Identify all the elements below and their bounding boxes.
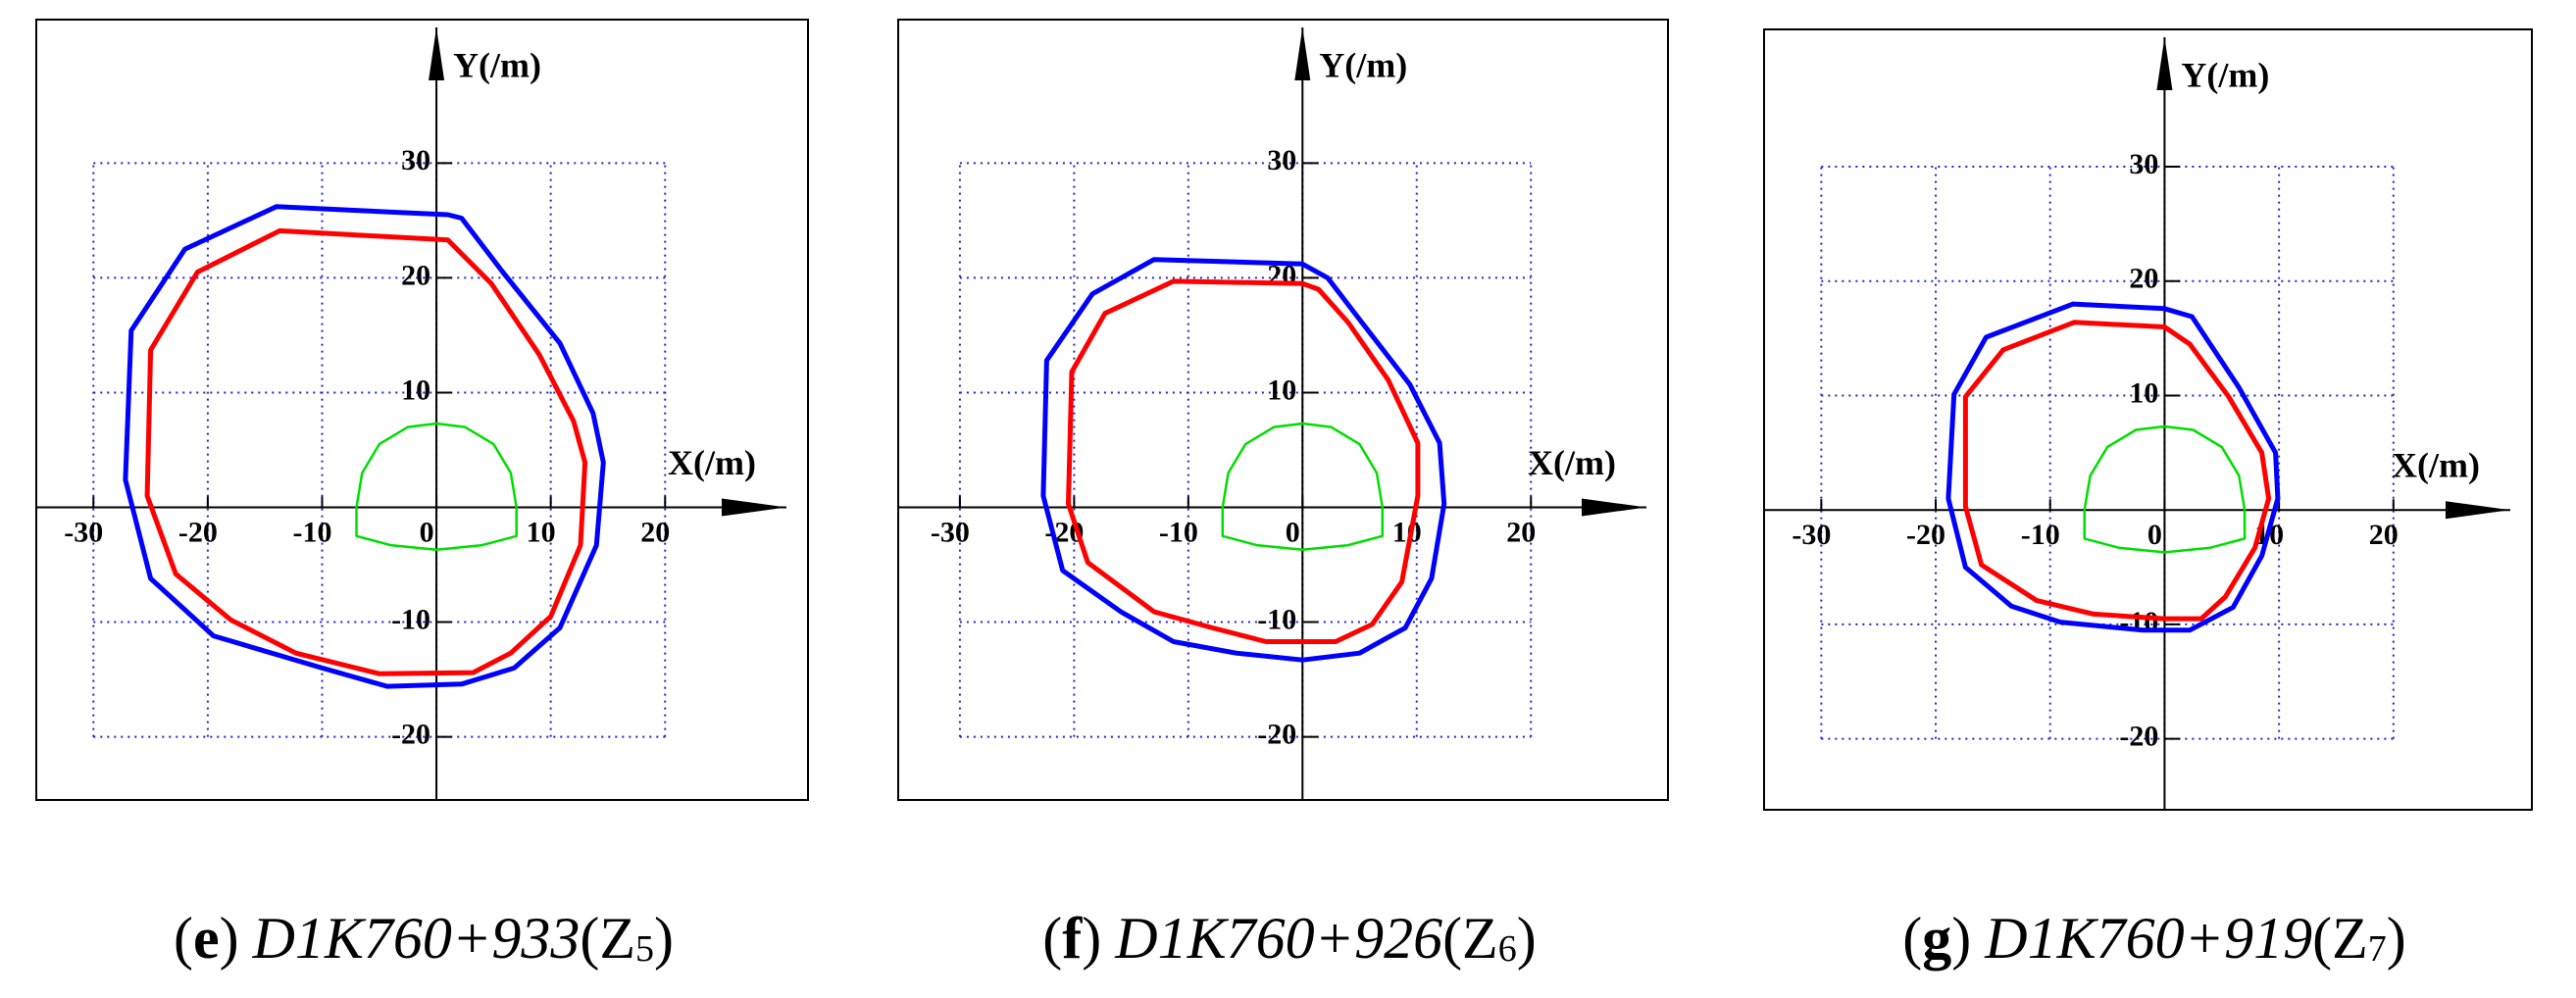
caption-part: ) (1517, 906, 1537, 971)
y-tick-label: 20 (2129, 263, 2158, 295)
x-axis-arrow (1582, 498, 1646, 517)
caption-part: ( (1902, 906, 1922, 971)
caption-part: ) (1951, 906, 1971, 971)
caption-part: D1K760+933 (252, 906, 581, 971)
x-tick-label: 0 (420, 516, 434, 548)
y-tick-label: 30 (1267, 144, 1296, 176)
caption-part: D1K760+926 (1114, 906, 1442, 971)
y-tick-label: -10 (2119, 606, 2158, 638)
curve (123, 204, 606, 689)
caption: (e) D1K760+933(Z5) (174, 906, 674, 971)
curve (1040, 257, 1447, 663)
y-axis-arrow (429, 27, 445, 80)
y-tick-label: -20 (1257, 719, 1296, 751)
x-axis-label: X(/m) (668, 443, 756, 482)
x-tick-label: 10 (527, 516, 556, 548)
plot-frame (35, 19, 809, 801)
curve (1066, 278, 1421, 644)
caption-part: (Z (2312, 906, 2368, 971)
caption-part: g (1922, 906, 1951, 971)
x-tick-label: -10 (2021, 519, 2060, 551)
y-tick-label: 10 (401, 374, 430, 406)
caption: (f) D1K760+926(Z6) (1042, 906, 1536, 971)
y-tick-label: 30 (2129, 148, 2158, 180)
y-axis-label: Y(/m) (453, 45, 541, 84)
caption-part: ( (174, 906, 193, 971)
x-tick-label: -30 (931, 516, 970, 548)
x-tick-label: -20 (1906, 519, 1945, 551)
caption-part: ) (220, 906, 239, 971)
x-axis-arrow (2446, 501, 2510, 520)
plot-frame (1763, 28, 2533, 811)
y-axis-arrow (2156, 37, 2173, 90)
y-tick-label: -10 (391, 603, 430, 635)
caption-part: (Z (580, 906, 635, 971)
caption-part: ) (654, 906, 674, 971)
y-axis-label: Y(/m) (2181, 55, 2269, 94)
x-tick-label: -10 (292, 516, 331, 548)
y-tick-label: 10 (2129, 376, 2158, 409)
caption-part: ) (1082, 906, 1101, 971)
x-tick-label: 20 (1506, 516, 1536, 548)
caption-part: D1K760+919 (1984, 906, 2312, 971)
curve (1221, 422, 1385, 552)
y-tick-label: 10 (1267, 374, 1296, 406)
x-axis-arrow (722, 498, 786, 517)
x-tick-label: -30 (1792, 519, 1831, 551)
plot-frame (897, 19, 1669, 801)
x-tick-label: -20 (178, 516, 218, 548)
x-tick-label: 20 (640, 516, 670, 548)
curve (1945, 301, 2281, 633)
caption-part: f (1062, 906, 1083, 971)
caption-part: ( (1042, 906, 1062, 971)
x-axis-label: X(/m) (1528, 443, 1616, 482)
curve (1962, 320, 2272, 622)
x-tick-label: -10 (1159, 516, 1198, 548)
caption-part: 6 (1498, 928, 1517, 970)
caption: (g) D1K760+919(Z7) (1902, 906, 2405, 971)
curve (355, 422, 518, 552)
y-tick-label: 30 (401, 144, 430, 176)
caption-part: 5 (635, 928, 654, 970)
x-tick-label: -30 (64, 516, 103, 548)
caption-part: 7 (2368, 928, 2387, 970)
y-tick-label: -20 (2119, 721, 2158, 753)
x-tick-label: 0 (2147, 519, 2162, 551)
curve (2083, 424, 2247, 554)
caption-part: ) (2387, 906, 2406, 971)
x-tick-label: 20 (2369, 519, 2399, 551)
x-axis-label: X(/m) (2392, 445, 2480, 484)
y-tick-label: -10 (1257, 603, 1296, 635)
y-axis-arrow (1294, 27, 1311, 80)
x-tick-label: 0 (1286, 516, 1300, 548)
y-axis-label: Y(/m) (1319, 45, 1407, 84)
caption-part: (Z (1442, 906, 1498, 971)
y-tick-label: -20 (391, 719, 430, 751)
caption-part: e (193, 906, 220, 971)
y-tick-label: 20 (401, 259, 430, 291)
curve (144, 227, 588, 676)
